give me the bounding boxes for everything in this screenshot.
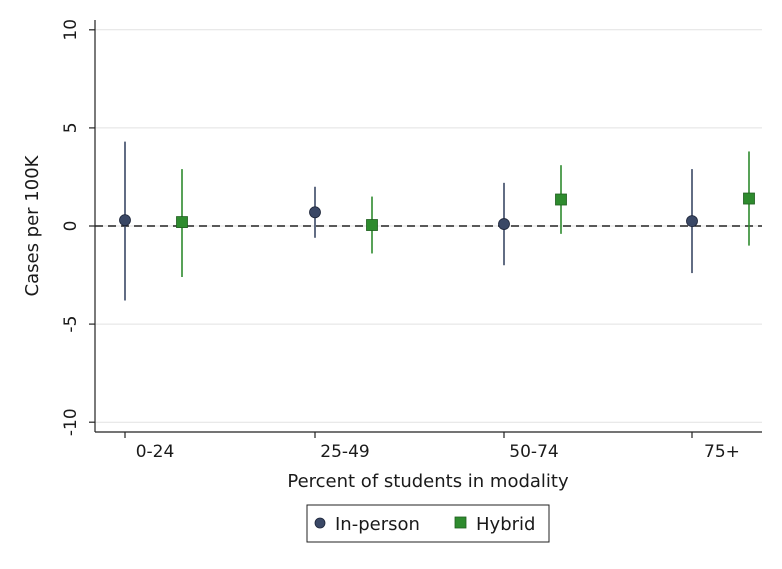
data-point <box>309 206 321 219</box>
legend-in-person-marker <box>314 517 326 529</box>
x-ticks: 0-24 25-49 50-74 75+ <box>124 432 740 462</box>
x-tick-label: 75+ <box>704 442 740 462</box>
legend-box <box>306 504 550 543</box>
legend-hybrid-label: Hybrid <box>476 514 535 535</box>
y-tick-label: 10 <box>61 19 81 41</box>
data-point <box>119 214 131 227</box>
data-point <box>686 215 698 227</box>
x-tick-label: 50-74 <box>509 442 558 462</box>
legend-hybrid-marker <box>454 516 467 529</box>
data-series <box>119 141 755 301</box>
data-point <box>176 216 188 228</box>
x-tick-label: 0-24 <box>136 442 175 462</box>
legend: In-person Hybrid <box>306 504 550 543</box>
x-axis-title: Percent of students in modality <box>287 471 569 492</box>
x-tick-label: 25-49 <box>320 442 369 462</box>
y-axis-title: Cases per 100K <box>22 154 43 296</box>
series-hybrid <box>176 151 755 278</box>
legend-in-person-label: In-person <box>335 514 420 535</box>
y-tick-label: 0 <box>61 221 81 232</box>
y-tick-label: -10 <box>61 408 81 436</box>
y-tick-label: 5 <box>61 122 81 133</box>
y-tick-label: -5 <box>61 316 81 333</box>
data-point <box>555 193 567 206</box>
y-ticks: 10 5 0 -5 -10 <box>61 19 95 436</box>
data-point <box>743 192 755 205</box>
series-in-person <box>119 141 698 301</box>
data-point <box>498 218 510 230</box>
data-point <box>366 219 378 231</box>
